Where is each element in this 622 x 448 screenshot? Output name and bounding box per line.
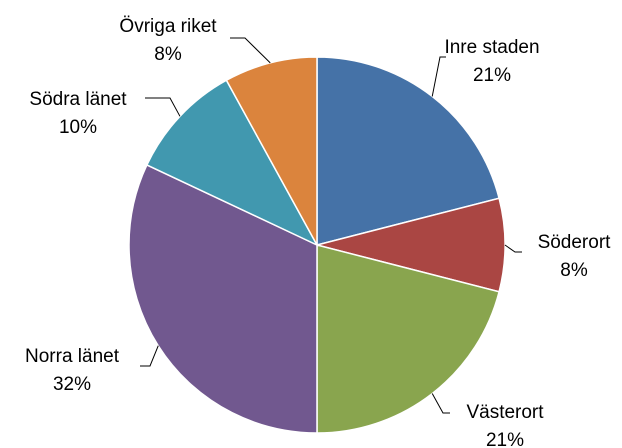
leader-line xyxy=(145,97,181,117)
slice-label: Västerort xyxy=(466,402,544,423)
slice-label: Södra länet xyxy=(29,89,127,110)
slice-label: Norra länet xyxy=(25,346,120,367)
slice-label: Övriga riket xyxy=(119,16,217,37)
slice-label: Inre staden xyxy=(444,37,539,58)
slice-value-label: 8% xyxy=(154,44,182,65)
pie-slice xyxy=(128,163,318,434)
leader-line xyxy=(230,37,271,64)
pie-slice xyxy=(145,79,319,247)
pie-slice xyxy=(316,197,506,293)
pie-slice xyxy=(225,56,318,246)
slice-value-label: 21% xyxy=(473,65,511,86)
leader-line xyxy=(431,393,450,414)
slice-value-label: 21% xyxy=(486,430,524,448)
leader-line xyxy=(140,345,159,367)
slice-value-label: 10% xyxy=(59,117,97,138)
slice-value-label: 8% xyxy=(560,260,588,281)
leader-line xyxy=(431,56,446,97)
leader-line xyxy=(504,244,522,253)
slice-value-label: 32% xyxy=(53,374,91,395)
slice-label: Söderort xyxy=(538,232,612,253)
